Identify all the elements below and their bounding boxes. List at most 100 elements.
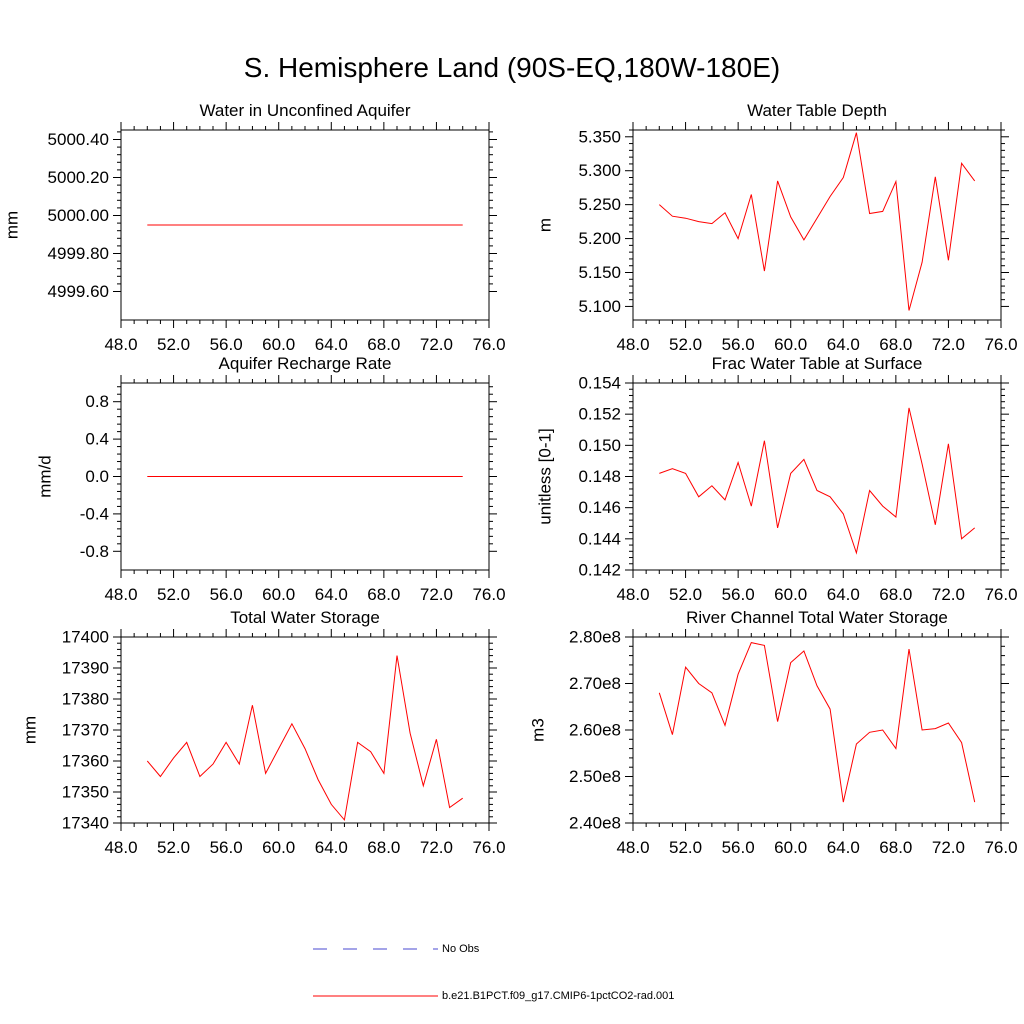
x-tick-label: 52.0: [669, 335, 702, 354]
x-tick-label: 64.0: [827, 838, 860, 857]
x-tick-label: 52.0: [157, 335, 190, 354]
y-tick-label: 2.50e8: [569, 767, 621, 786]
y-tick-label: 5.300: [578, 161, 621, 180]
x-tick-label: 48.0: [104, 585, 137, 604]
y-tick-label: 0.0: [85, 467, 109, 486]
x-tick-label: 52.0: [669, 585, 702, 604]
y-tick-label: 5.100: [578, 297, 621, 316]
x-tick-label: 76.0: [472, 335, 505, 354]
x-tick-label: 72.0: [932, 335, 965, 354]
y-tick-label: -0.4: [80, 504, 109, 523]
y-axis-label: unitless [0-1]: [536, 428, 555, 524]
series-line: [658, 642, 976, 803]
y-tick-label: 17340: [62, 814, 109, 833]
y-axis-label: m3: [529, 718, 548, 742]
y-tick-label: 2.80e8: [569, 628, 621, 647]
y-tick-label: 0.150: [578, 436, 621, 455]
x-tick-label: 68.0: [367, 335, 400, 354]
y-tick-label: 5.250: [578, 195, 621, 214]
x-tick-label: 60.0: [262, 585, 295, 604]
x-tick-label: 56.0: [210, 838, 243, 857]
y-tick-label: 17400: [62, 628, 109, 647]
x-tick-label: 68.0: [367, 838, 400, 857]
panel-title: Water Table Depth: [747, 101, 887, 120]
y-tick-label: -0.8: [80, 542, 109, 561]
plot-frame: [632, 636, 1002, 824]
x-tick-label: 64.0: [315, 335, 348, 354]
x-tick-label: 76.0: [984, 335, 1017, 354]
panel-title: Frac Water Table at Surface: [712, 354, 923, 373]
x-tick-label: 60.0: [262, 838, 295, 857]
y-tick-label: 5000.20: [48, 168, 109, 187]
series-line: [146, 655, 463, 822]
x-tick-label: 68.0: [879, 335, 912, 354]
main-title: S. Hemisphere Land (90S-EQ,180W-180E): [243, 52, 781, 83]
x-tick-label: 60.0: [774, 335, 807, 354]
x-tick-label: 48.0: [616, 585, 649, 604]
x-tick-label: 76.0: [984, 585, 1017, 604]
y-tick-label: 2.60e8: [569, 721, 621, 740]
panel-5: Total Water Storage mm 48.0 52.0 56.0 60.0 64.…: [21, 608, 506, 857]
x-tick-label: 68.0: [367, 585, 400, 604]
legend-label-1: No Obs: [442, 943, 480, 955]
panel-6: River Channel Total Water Storage m3 48.0 5…: [529, 608, 1018, 857]
x-tick-label: 52.0: [669, 838, 702, 857]
x-tick-label: 56.0: [722, 335, 755, 354]
panel-title: River Channel Total Water Storage: [686, 608, 948, 627]
y-tick-label: 0.148: [578, 467, 621, 486]
y-axis-label: mm: [21, 716, 40, 744]
panel-title: Total Water Storage: [230, 608, 380, 627]
y-tick-label: 0.152: [578, 405, 621, 424]
x-tick-label: 76.0: [472, 585, 505, 604]
x-tick-label: 64.0: [315, 585, 348, 604]
x-tick-label: 76.0: [472, 838, 505, 857]
y-tick-label: 4999.80: [48, 244, 109, 263]
panel-1: Water in Unconfined Aquifer mm 48.0 52.0 56.…: [3, 101, 506, 354]
x-tick-label: 48.0: [616, 838, 649, 857]
plot-frame: [632, 382, 1002, 571]
x-tick-label: 56.0: [210, 585, 243, 604]
y-tick-label: 0.142: [578, 561, 621, 580]
y-tick-label: 0.146: [578, 498, 621, 517]
y-tick-label: 0.8: [85, 392, 109, 411]
x-tick-label: 72.0: [420, 838, 453, 857]
y-tick-label: 17350: [62, 783, 109, 802]
y-tick-label: 17390: [62, 659, 109, 678]
y-tick-label: 5.350: [578, 127, 621, 146]
x-tick-label: 48.0: [104, 335, 137, 354]
series-line: [659, 407, 976, 555]
y-tick-label: 17360: [62, 752, 109, 771]
y-tick-label: 2.40e8: [569, 814, 621, 833]
x-tick-label: 72.0: [932, 585, 965, 604]
y-tick-label: 17380: [62, 690, 109, 709]
x-tick-label: 64.0: [315, 838, 348, 857]
legend-label-2: b.e21.B1PCT.f09_g17.CMIP6-1pctCO2-rad.00…: [442, 990, 674, 1002]
series-line: [658, 132, 976, 311]
x-tick-label: 72.0: [420, 335, 453, 354]
x-tick-label: 68.0: [879, 838, 912, 857]
x-tick-label: 56.0: [722, 838, 755, 857]
x-tick-label: 48.0: [616, 335, 649, 354]
panel-3: Aquifer Recharge Rate mm/d 48.0 52.0 56.0 60.…: [36, 354, 506, 604]
x-tick-label: 76.0: [984, 838, 1017, 857]
y-axis-label: mm: [3, 211, 22, 239]
x-tick-label: 60.0: [774, 585, 807, 604]
panel-4: Frac Water Table at Surface unitless [0-1…: [536, 354, 1018, 604]
y-tick-label: 0.144: [578, 529, 621, 548]
y-tick-label: 0.4: [85, 430, 109, 449]
x-tick-label: 60.0: [774, 838, 807, 857]
panel-2: Water Table Depth m 48.0 52.0 56.0 60.0 64.0 68…: [536, 101, 1018, 354]
x-tick-label: 52.0: [157, 585, 190, 604]
x-tick-label: 72.0: [932, 838, 965, 857]
x-tick-label: 64.0: [827, 585, 860, 604]
y-tick-label: 5.200: [578, 229, 621, 248]
x-tick-label: 52.0: [157, 838, 190, 857]
x-tick-label: 64.0: [827, 335, 860, 354]
y-tick-label: 2.70e8: [569, 674, 621, 693]
panel-title: Water in Unconfined Aquifer: [199, 101, 410, 120]
x-tick-label: 48.0: [104, 838, 137, 857]
legend: No Obs b.e21.B1PCT.f09_g17.CMIP6-1pctCO2-…: [313, 943, 674, 1002]
plot-frame: [632, 129, 1002, 321]
y-tick-label: 4999.60: [48, 282, 109, 301]
